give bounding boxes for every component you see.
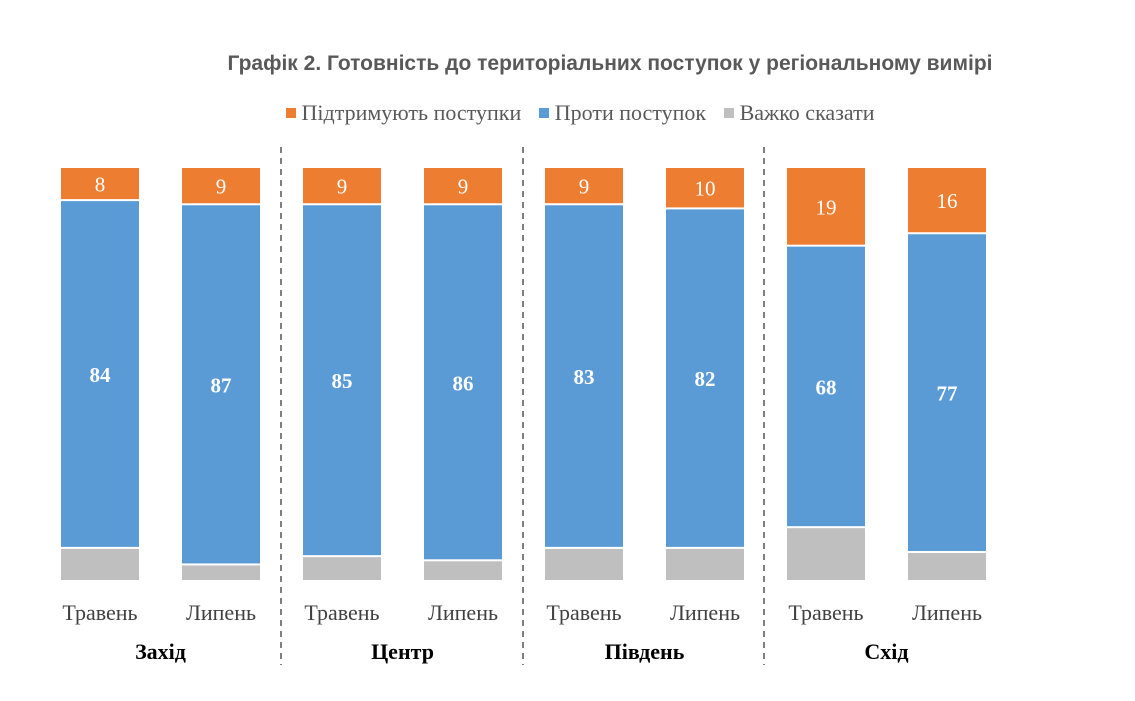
bar-segment xyxy=(666,168,744,208)
data-label: 87 xyxy=(211,373,232,397)
bar-segment xyxy=(303,557,381,580)
data-label: 9 xyxy=(337,175,348,199)
bar-segment xyxy=(424,168,502,204)
bar-segment xyxy=(61,168,139,200)
bar-segment xyxy=(666,209,744,547)
bar-segment xyxy=(303,205,381,556)
bar-segment xyxy=(61,201,139,547)
legend-item: Підтримують поступки xyxy=(285,100,522,126)
bar-segment xyxy=(545,205,623,547)
data-label: 8 xyxy=(95,173,106,197)
data-label: 10 xyxy=(695,177,716,201)
group-label: Захід xyxy=(135,639,186,664)
data-label: 85 xyxy=(332,369,353,393)
category-label: Липень xyxy=(428,600,498,625)
bar-segment xyxy=(787,168,865,245)
bar-segment xyxy=(545,168,623,204)
category-label: Липень xyxy=(912,600,982,625)
legend-swatch-blue xyxy=(538,108,549,118)
bar-segment xyxy=(545,548,623,580)
data-label: 68 xyxy=(816,375,837,399)
data-label: 84 xyxy=(90,363,112,387)
data-label: 83 xyxy=(574,365,595,389)
bar-segment xyxy=(787,528,865,580)
legend-item: Важко сказати xyxy=(723,100,875,126)
category-label: Травень xyxy=(62,600,137,625)
data-label: 82 xyxy=(695,367,716,391)
category-label: Травень xyxy=(546,600,621,625)
category-label: Травень xyxy=(788,600,863,625)
group-label: Південь xyxy=(605,639,685,664)
legend-item: Проти поступок xyxy=(538,100,707,126)
legend-swatch-orange xyxy=(285,108,296,118)
bar-segment xyxy=(182,565,260,580)
category-label: Липень xyxy=(186,600,256,625)
data-label: 16 xyxy=(937,189,958,213)
bar-segment xyxy=(908,234,986,552)
legend-label: Проти поступок xyxy=(554,100,707,125)
category-label: Травень xyxy=(304,600,379,625)
group-label: Схід xyxy=(864,639,908,664)
data-label: 9 xyxy=(579,175,590,199)
category-label: Липень xyxy=(670,600,740,625)
bar-segment xyxy=(424,205,502,560)
legend-label: Підтримують поступки xyxy=(301,100,522,125)
legend: Підтримують поступки Проти поступок Важк… xyxy=(0,98,1135,126)
bar-segment xyxy=(303,168,381,204)
legend-label: Важко сказати xyxy=(739,100,875,125)
bar-segment xyxy=(787,246,865,527)
bar-segment xyxy=(908,168,986,233)
data-label: 19 xyxy=(816,195,837,219)
bar-segment xyxy=(61,548,139,580)
bar-segment xyxy=(182,168,260,204)
bar-segment xyxy=(908,553,986,580)
data-label: 77 xyxy=(937,382,958,406)
bar-segment xyxy=(424,561,502,580)
data-label: 9 xyxy=(216,175,227,199)
data-label: 9 xyxy=(458,175,469,199)
data-label: 86 xyxy=(453,371,474,395)
chart-title: Графік 2. Готовність до територіальних п… xyxy=(227,52,993,75)
bar-segment xyxy=(182,205,260,564)
legend-swatch-gray xyxy=(723,108,734,118)
bar-segment xyxy=(666,548,744,580)
group-label: Центр xyxy=(371,639,434,664)
